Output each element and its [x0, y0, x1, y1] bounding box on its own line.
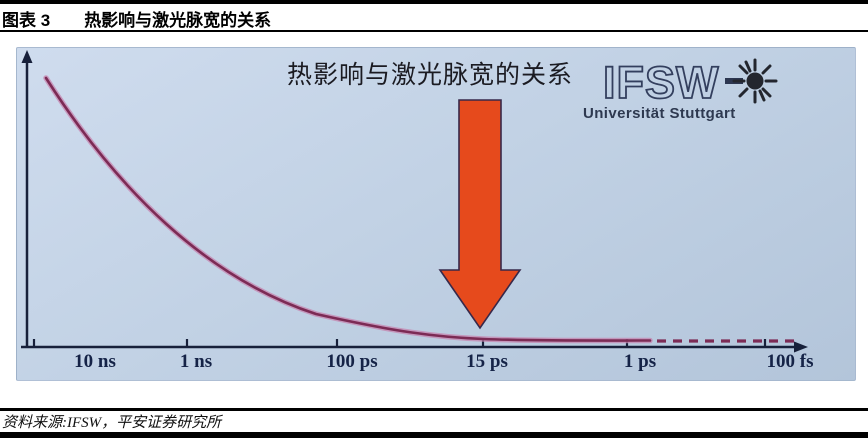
figure-header: 图表 3 热影响与激光脉宽的关系: [2, 6, 271, 31]
x-tick-label-100ps: 100 ps: [326, 351, 378, 372]
x-tick-label-100fs: 100 fs: [766, 351, 814, 372]
thermal-curve-halo: [43, 75, 653, 344]
chart-title: 热影响与激光脉宽的关系: [286, 61, 574, 89]
x-axis-arrowhead-icon: [794, 341, 808, 353]
ifsw-logo: IFSW Universität Stuttgart: [583, 56, 855, 129]
source-note: 资料来源:IFSW，平安证券研究所: [2, 415, 222, 431]
y-axis-arrowhead-icon: [21, 50, 33, 63]
laser-starburst-icon: [732, 58, 778, 104]
x-tick-label-1ps: 1 ps: [623, 351, 657, 372]
thermal-curve: [44, 76, 652, 342]
figure-header-title: 热影响与激光脉宽的关系: [84, 11, 272, 30]
x-tick-label-10ns: 10 ns: [74, 351, 116, 372]
ifsw-wordmark-graphic: IFSW: [602, 56, 778, 109]
footer-rule: [0, 408, 868, 411]
red-down-arrow-icon: [438, 99, 522, 330]
figure-label: 图表 3: [2, 11, 51, 30]
top-rule: [0, 0, 868, 4]
chart-plot: [21, 50, 808, 353]
header-rule: [0, 30, 868, 32]
ifsw-wordmark: IFSW: [603, 57, 719, 107]
x-tick-label-15ps: 15 ps: [466, 351, 508, 372]
logo-subtitle: Universität Stuttgart: [583, 105, 736, 122]
bottom-rule: [0, 432, 868, 438]
x-tick-label-1ns: 1 ns: [179, 351, 213, 372]
